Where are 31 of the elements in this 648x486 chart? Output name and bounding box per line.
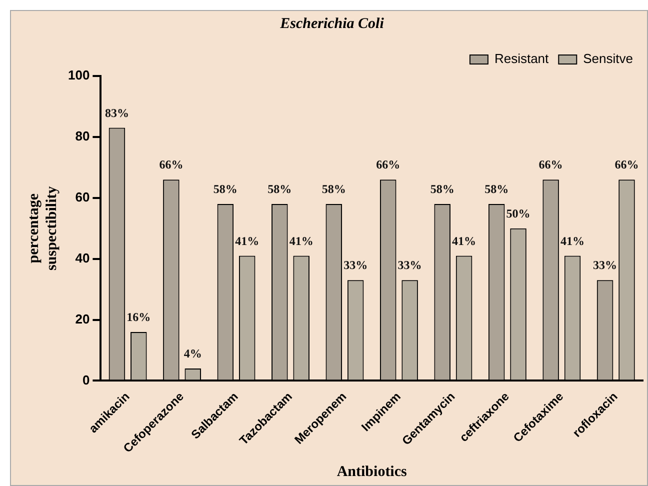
data-label: 66% <box>159 158 184 172</box>
data-label: 41% <box>560 234 584 248</box>
data-label: 58% <box>268 182 292 196</box>
data-label: 50% <box>506 206 530 220</box>
x-axis-title: Antibiotics <box>336 464 408 480</box>
data-label: 33% <box>593 258 618 272</box>
legend-label: Resistant <box>494 51 550 66</box>
y-tick-label: 20 <box>75 311 90 326</box>
data-label: 41% <box>289 234 314 248</box>
y-axis-title: percentage suspectibility <box>26 186 60 270</box>
data-label: 33% <box>398 258 422 272</box>
y-tick-label: 100 <box>68 68 90 83</box>
y-tick-label: 60 <box>75 189 90 204</box>
data-label: 58% <box>430 182 454 196</box>
data-label: 83% <box>104 106 129 120</box>
y-tick-label: 80 <box>75 128 90 144</box>
data-label: 41% <box>235 234 260 248</box>
data-label: 41% <box>452 234 476 248</box>
data-label: 66% <box>614 158 639 172</box>
y-tick-label: 40 <box>75 250 90 266</box>
y-tick-label: 0 <box>82 372 90 388</box>
chart-title: Escherichia Coli <box>279 16 385 32</box>
data-label: 58% <box>484 182 509 196</box>
data-label: 58% <box>322 182 346 196</box>
legend-label: Sensitve <box>583 51 634 66</box>
data-label: 4% <box>184 346 202 361</box>
data-label: 66% <box>538 158 563 172</box>
data-label: 16% <box>126 310 151 324</box>
data-label: 33% <box>344 258 368 272</box>
data-label: 58% <box>213 182 238 196</box>
data-label: 66% <box>376 158 400 172</box>
